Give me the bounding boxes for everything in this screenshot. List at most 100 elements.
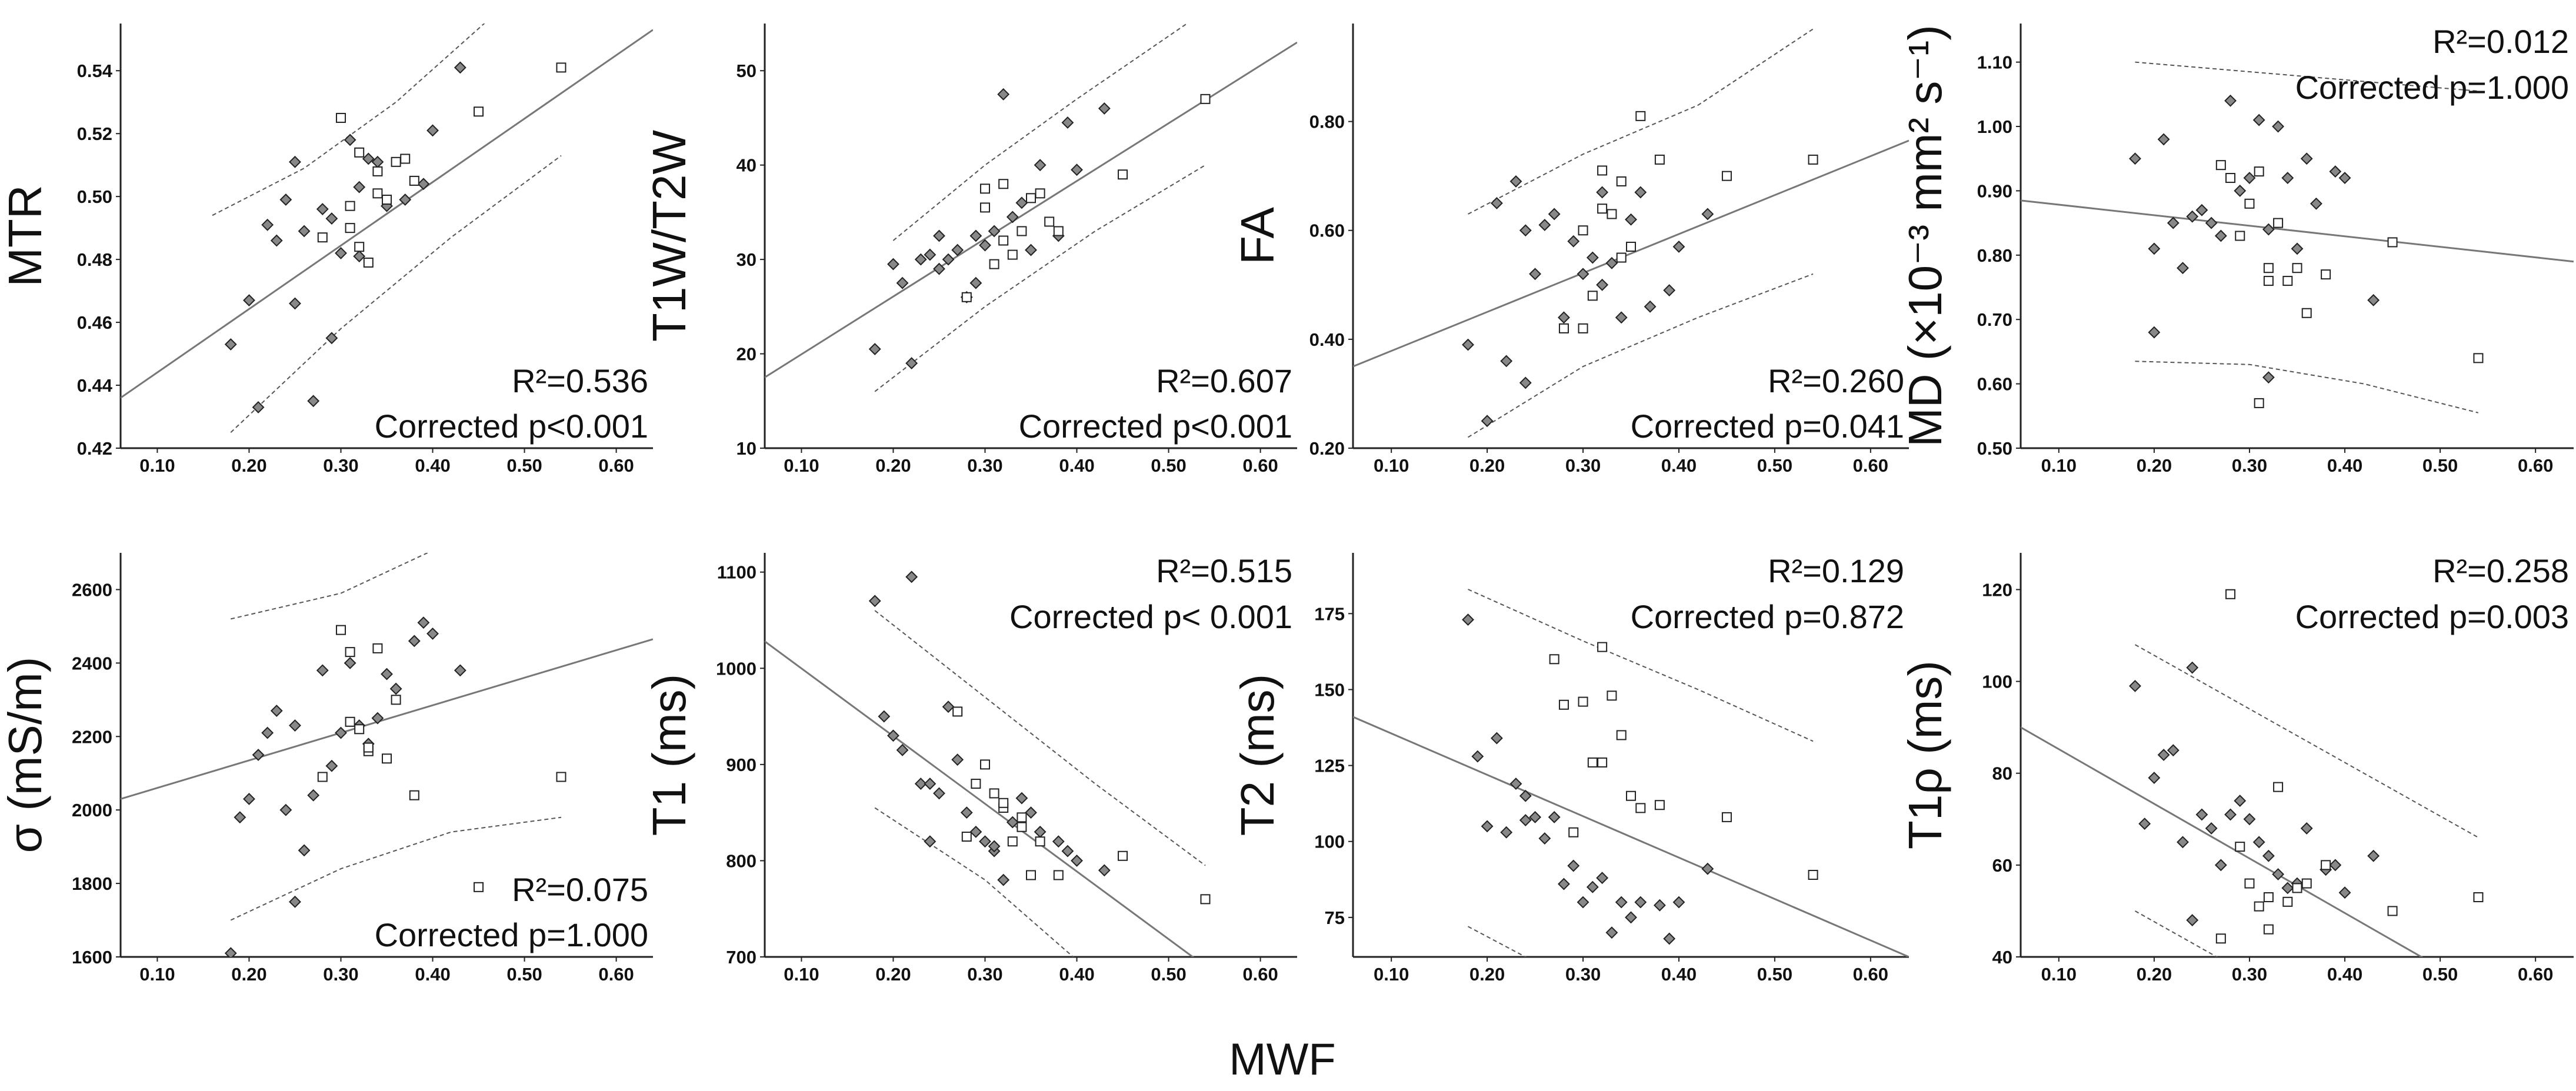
data-point-diamond xyxy=(2129,152,2141,165)
data-point-diamond xyxy=(381,668,393,680)
data-point-diamond xyxy=(2157,749,2170,761)
data-point-diamond xyxy=(896,743,909,756)
y-tick-label: 80 xyxy=(1992,763,2012,784)
confidence-band-upper xyxy=(1468,28,1814,215)
data-point-diamond xyxy=(1538,832,1551,845)
data-point-diamond xyxy=(371,712,384,725)
p-value-label: Corrected p<0.001 xyxy=(1019,408,1292,445)
data-point-square xyxy=(2225,589,2236,599)
p-value-label: Corrected p=0.041 xyxy=(1631,408,1904,445)
data-point-diamond xyxy=(2177,836,2189,849)
x-tick-label: 0.40 xyxy=(2327,964,2362,985)
data-point-square xyxy=(1035,188,1045,199)
data-point-diamond xyxy=(1663,932,1676,945)
regression-line xyxy=(121,638,653,800)
data-point-square xyxy=(2254,398,2264,408)
data-point-diamond xyxy=(1098,864,1111,877)
data-point-diamond xyxy=(1509,778,1522,790)
data-point-diamond xyxy=(942,253,955,266)
data-point-square xyxy=(961,832,972,842)
data-point-square xyxy=(345,647,355,658)
data-point-diamond xyxy=(1567,235,1580,248)
data-point-square xyxy=(2263,924,2274,935)
y-tick-label: 1800 xyxy=(72,873,112,894)
x-tick-label: 0.10 xyxy=(139,455,175,476)
data-point-diamond xyxy=(905,570,918,583)
y-tick-label: 40 xyxy=(737,155,757,176)
data-point-diamond xyxy=(454,664,466,677)
data-point-diamond xyxy=(1006,211,1019,223)
data-point-square xyxy=(2263,276,2274,286)
x-tick-label: 0.10 xyxy=(784,455,819,476)
data-point-diamond xyxy=(933,262,945,275)
x-tick-label: 0.20 xyxy=(875,455,911,476)
data-point-square xyxy=(2263,892,2274,903)
data-point-square xyxy=(1578,225,1588,236)
data-point-diamond xyxy=(951,243,964,256)
data-point-diamond xyxy=(1509,175,1522,188)
confidence-band-lower xyxy=(2135,910,2218,957)
data-point-square xyxy=(2473,892,2484,903)
y-tick-label: 1600 xyxy=(72,947,112,967)
data-point-diamond xyxy=(2329,859,2342,872)
data-point-diamond xyxy=(417,616,430,629)
data-point-square xyxy=(391,695,401,705)
data-point-diamond xyxy=(279,803,292,816)
data-point-square xyxy=(2321,269,2331,280)
data-point-square xyxy=(998,798,1009,808)
data-point-diamond xyxy=(1529,810,1541,823)
confidence-band-upper xyxy=(1468,589,1814,742)
y-axis-label: MTR xyxy=(0,185,51,286)
data-point-square xyxy=(1044,216,1055,227)
data-point-diamond xyxy=(960,806,973,819)
data-point-square xyxy=(2273,782,2284,792)
confidence-band-upper xyxy=(230,553,429,620)
y-tick-label: 120 xyxy=(1982,579,2012,600)
data-point-square xyxy=(2282,276,2293,286)
y-tick-label: 0.80 xyxy=(1309,112,1345,132)
data-point-diamond xyxy=(261,218,274,231)
y-tick-label: 100 xyxy=(1314,832,1345,852)
data-point-diamond xyxy=(325,759,338,772)
data-point-diamond xyxy=(1625,213,1637,226)
data-point-diamond xyxy=(426,124,439,137)
data-point-square xyxy=(1578,696,1588,707)
data-point-diamond xyxy=(279,193,292,206)
data-point-diamond xyxy=(389,682,402,695)
x-tick-label: 0.50 xyxy=(1151,455,1186,476)
x-tick-label: 0.20 xyxy=(231,455,266,476)
data-point-diamond xyxy=(997,88,1010,101)
data-point-diamond xyxy=(224,947,237,957)
y-axis-label: T1 (ms) xyxy=(643,674,695,836)
data-point-square xyxy=(556,62,566,73)
data-point-diamond xyxy=(335,247,347,259)
data-point-square xyxy=(1026,193,1036,203)
data-point-diamond xyxy=(2338,886,2351,899)
data-point-square xyxy=(1558,323,1569,333)
data-point-square xyxy=(409,175,419,186)
x-tick-label: 0.60 xyxy=(598,455,634,476)
x-tick-label: 0.50 xyxy=(1757,455,1792,476)
data-point-diamond xyxy=(2367,849,2380,862)
data-point-diamond xyxy=(2148,772,2161,784)
data-point-diamond xyxy=(1615,896,1628,909)
data-point-square xyxy=(2387,906,2398,916)
data-point-square xyxy=(400,154,411,164)
data-point-diamond xyxy=(2252,836,2265,849)
x-tick-label: 0.30 xyxy=(2232,455,2267,476)
data-point-diamond xyxy=(905,357,918,370)
data-point-square xyxy=(382,194,392,205)
x-tick-label: 0.30 xyxy=(967,455,1002,476)
data-point-square xyxy=(1007,836,1018,847)
data-point-square xyxy=(363,742,374,753)
data-point-square xyxy=(1626,790,1636,801)
data-point-diamond xyxy=(2177,262,2189,275)
data-point-square xyxy=(2215,933,2226,944)
y-tick-label: 100 xyxy=(1982,672,2012,692)
data-point-square xyxy=(998,179,1009,189)
data-point-square xyxy=(354,242,365,252)
data-point-diamond xyxy=(325,332,338,345)
y-tick-label: 20 xyxy=(737,344,757,365)
data-point-diamond xyxy=(1006,816,1019,829)
x-tick-label: 0.20 xyxy=(231,964,266,985)
